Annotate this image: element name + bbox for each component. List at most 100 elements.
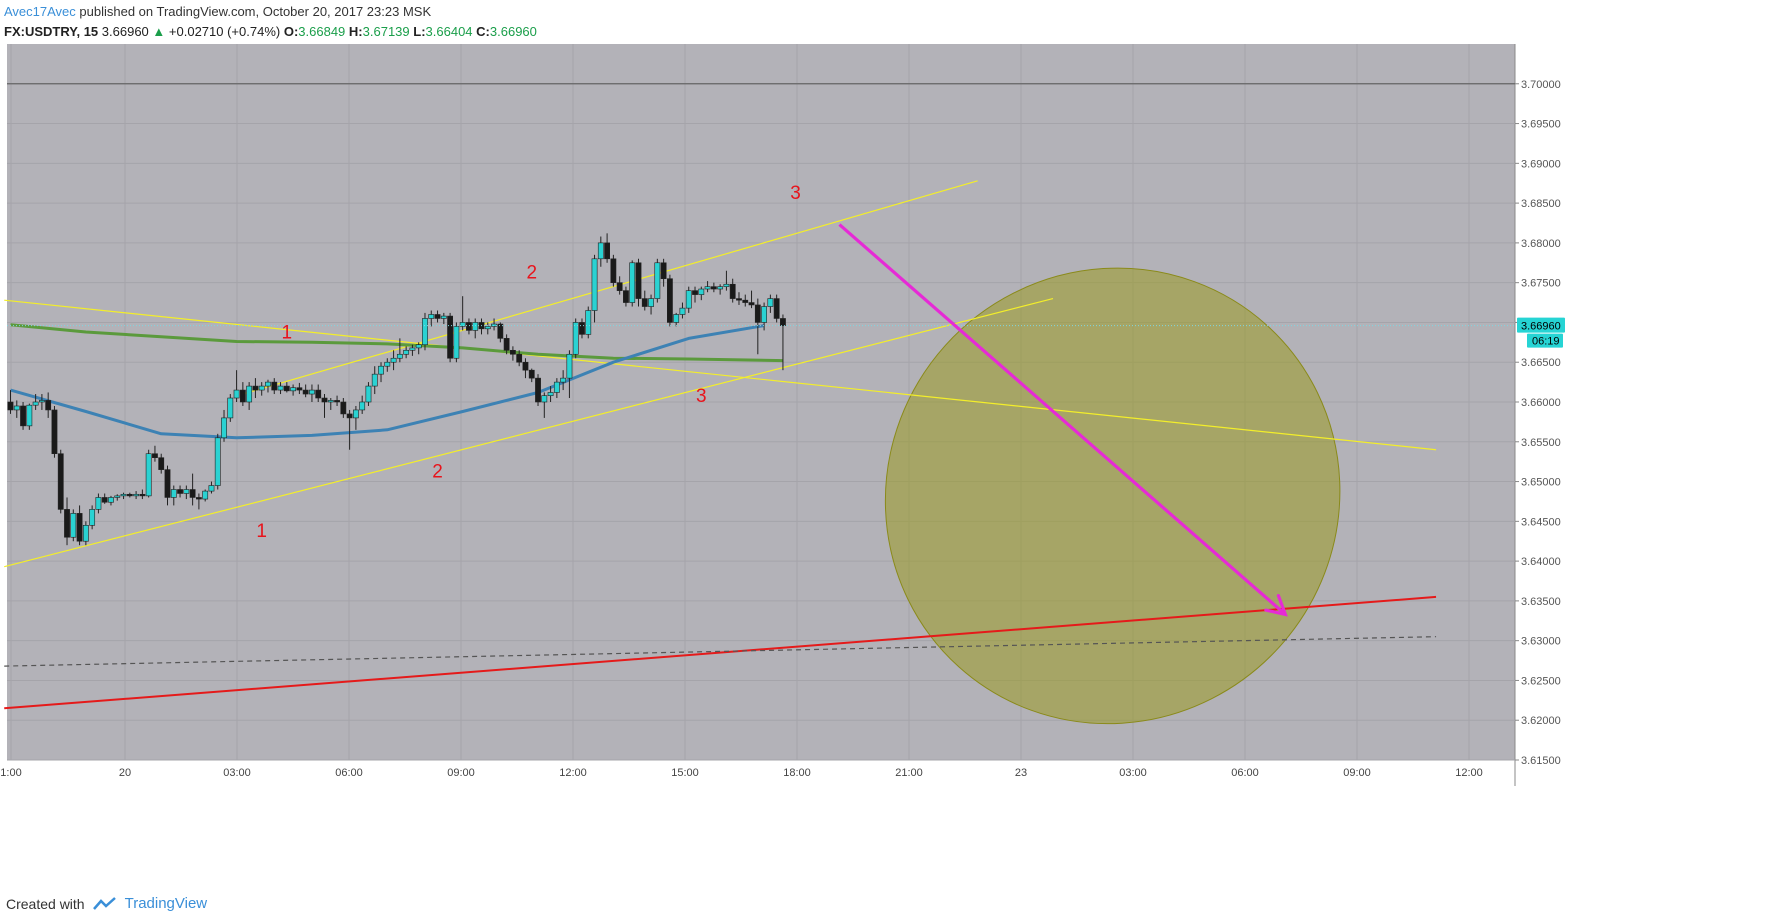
candle <box>95 493 102 514</box>
candle-body <box>528 369 535 379</box>
candle-body <box>660 262 667 279</box>
candle-body <box>767 298 774 307</box>
candle-body <box>560 377 567 383</box>
candle <box>459 296 466 331</box>
candle <box>453 322 460 363</box>
candle <box>126 492 133 498</box>
x-tick-label: 18:00 <box>783 767 811 779</box>
candle-body <box>145 453 152 497</box>
candle-body <box>208 485 215 492</box>
candle <box>321 394 328 418</box>
tradingview-brand[interactable]: TradingView <box>124 895 208 912</box>
candle-body <box>610 258 617 283</box>
candle <box>710 282 717 293</box>
x-tick-label: 12:00 <box>559 767 587 779</box>
candle-body <box>547 392 554 396</box>
candle <box>309 384 315 402</box>
candle <box>591 254 598 323</box>
candle <box>754 298 761 355</box>
countdown-value: 06:19 <box>1532 336 1560 348</box>
candle-body <box>346 413 353 419</box>
candle-body <box>723 283 730 287</box>
candle-body <box>95 497 102 510</box>
candle-body <box>82 525 89 542</box>
candle-body <box>20 405 26 427</box>
candle <box>170 485 177 506</box>
trendline-lower-channel <box>4 297 1054 568</box>
wave-label: 1 <box>282 322 293 343</box>
candle-body <box>396 353 403 359</box>
candle <box>466 318 472 335</box>
candle <box>101 493 108 504</box>
candle-body <box>591 258 598 311</box>
last-price-tag: 3.66960 06:19 <box>1517 317 1565 348</box>
candle <box>685 286 692 313</box>
candle <box>51 405 58 458</box>
candle <box>13 400 20 418</box>
chart-header: Avec17Avec published on TradingView.com,… <box>4 2 1774 42</box>
candle <box>246 382 253 410</box>
y-tick-label: 3.69000 <box>1521 158 1561 170</box>
author-link[interactable]: Avec17Avec <box>4 4 76 19</box>
candle <box>258 382 265 396</box>
price-chart[interactable]: 3.70000 3.69500 3.69000 3.68500 3.68000 3.675… <box>0 44 1784 884</box>
candle-body <box>673 314 680 323</box>
candle <box>277 382 284 395</box>
candle-body <box>164 469 171 498</box>
wave-label: 3 <box>696 386 707 407</box>
candle <box>566 350 573 399</box>
candle <box>422 312 428 351</box>
x-tick-label: 1:00 <box>0 767 21 779</box>
candle-body <box>296 387 303 391</box>
candle <box>164 465 171 506</box>
candle <box>604 233 610 263</box>
candle <box>296 382 303 395</box>
y-tick-label: 3.61500 <box>1521 755 1561 767</box>
candle-body <box>152 453 158 458</box>
candle-body <box>597 242 604 260</box>
x-tick-label: 06:00 <box>1231 767 1259 779</box>
candle <box>780 314 786 371</box>
candle <box>57 449 64 514</box>
candle-body <box>484 326 491 330</box>
chart-area[interactable]: 3.70000 3.69500 3.69000 3.68500 3.68000 3.675… <box>0 44 1784 884</box>
candle-body <box>447 315 453 359</box>
candle <box>742 294 749 307</box>
candle <box>70 509 77 542</box>
y-tick-label: 3.62500 <box>1521 675 1561 687</box>
candle-body <box>126 493 133 497</box>
candle-body <box>32 401 39 406</box>
candle <box>214 433 221 490</box>
trendline-support <box>4 595 1437 710</box>
candle-body <box>202 490 209 500</box>
wave-label: 1 <box>256 521 267 542</box>
high-value: 3.67139 <box>362 24 410 39</box>
candle-body <box>623 290 629 303</box>
candle <box>660 258 667 287</box>
candle <box>572 318 579 359</box>
candle <box>717 284 724 295</box>
candle <box>654 258 661 303</box>
x-tick-label: 06:00 <box>335 767 363 779</box>
candle-body <box>453 326 460 359</box>
candle-body <box>290 387 296 392</box>
candle <box>352 405 359 430</box>
candle-body <box>189 489 196 498</box>
candle <box>535 374 541 406</box>
candle-body <box>428 314 435 319</box>
candle-body <box>635 262 642 299</box>
candle <box>252 378 259 399</box>
candle <box>32 394 39 410</box>
candle-body <box>761 306 767 323</box>
x-tick-label: 12:00 <box>1455 767 1483 779</box>
x-tick-label: 03:00 <box>223 767 251 779</box>
x-tick-label: 15:00 <box>671 767 699 779</box>
candle-body <box>553 381 560 393</box>
trendline-dashed <box>4 636 1437 667</box>
candle <box>629 260 636 307</box>
candle-body <box>409 347 416 351</box>
candle <box>623 286 629 307</box>
candle <box>133 491 139 500</box>
candle <box>271 378 278 395</box>
candle <box>434 310 441 323</box>
